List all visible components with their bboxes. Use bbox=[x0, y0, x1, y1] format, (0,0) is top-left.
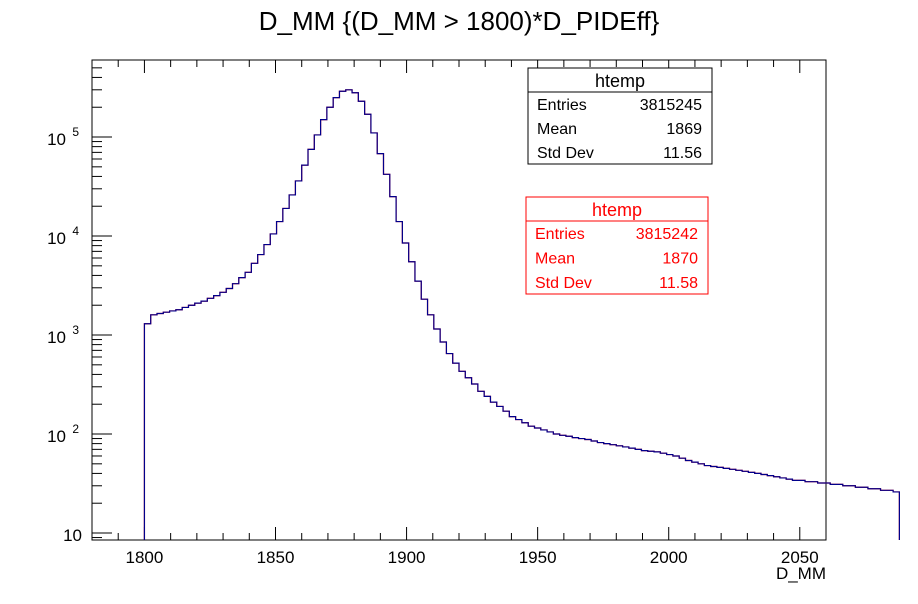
stats-row-value: 3815242 bbox=[636, 226, 698, 243]
x-tick-label: 1800 bbox=[126, 548, 164, 567]
y-tick-exponent: 4 bbox=[72, 224, 79, 238]
x-tick-label: 1950 bbox=[519, 548, 557, 567]
x-tick-label: 2000 bbox=[650, 548, 688, 567]
stats-row-label: Entries bbox=[537, 97, 587, 114]
y-tick-label: 10 5 bbox=[47, 125, 79, 149]
y-tick-exponent: 5 bbox=[72, 125, 79, 139]
stats-box-title: htemp bbox=[592, 200, 642, 220]
series-red-line bbox=[143, 89, 900, 540]
stats-row-label: Entries bbox=[535, 226, 585, 243]
stats-row-value: 1869 bbox=[666, 121, 702, 138]
y-tick-base: 10 bbox=[47, 130, 66, 149]
stats-box-title: htemp bbox=[595, 71, 645, 91]
y-tick-base: 10 bbox=[47, 328, 66, 347]
y-tick-base: 10 bbox=[47, 229, 66, 248]
stats-box-frame bbox=[525, 196, 709, 295]
stats-row-label: Std Dev bbox=[535, 275, 592, 292]
plot-frame bbox=[91, 59, 827, 541]
chart-title: D_MM {(D_MM > 1800)*D_PIDEff} bbox=[259, 6, 660, 36]
x-axis-label: D_MM bbox=[776, 564, 826, 583]
stats-box: htemp Entries 3815245 Mean 1869 Std Dev 11.56 bbox=[527, 67, 713, 165]
stats-box: htemp Entries 3815242 Mean 1870 Std Dev 11.58 bbox=[525, 196, 709, 295]
stats-row-label: Mean bbox=[537, 121, 577, 138]
series-blue-line bbox=[143, 89, 900, 540]
x-tick-label: 1850 bbox=[257, 548, 295, 567]
y-tick-exponent: 3 bbox=[72, 323, 79, 337]
x-tick-label: 2050 bbox=[781, 548, 819, 567]
axes-group: 1800 1850 1900 1950 2000 2050 10 10 2 10 3 10 4 10 5 bbox=[47, 59, 827, 567]
y-tick-label: 10 2 bbox=[47, 422, 79, 446]
series-layer bbox=[143, 89, 900, 540]
y-tick-base: 10 bbox=[63, 526, 82, 545]
stats-row-value: 11.58 bbox=[659, 275, 698, 292]
stats-row-value: 11.56 bbox=[663, 145, 702, 162]
stats-box-frame bbox=[527, 67, 713, 165]
y-tick-label: 10 4 bbox=[47, 224, 79, 248]
y-tick-exponent: 2 bbox=[72, 422, 79, 436]
y-tick-base: 10 bbox=[47, 427, 66, 446]
stats-row-label: Mean bbox=[535, 251, 575, 268]
stats-row-value: 3815245 bbox=[640, 97, 702, 114]
y-tick-label: 10 3 bbox=[47, 323, 79, 347]
y-tick-label: 10 bbox=[63, 526, 82, 545]
x-tick-label: 1900 bbox=[388, 548, 426, 567]
stats-row-value: 1870 bbox=[662, 251, 698, 268]
stats-row-label: Std Dev bbox=[537, 145, 594, 162]
